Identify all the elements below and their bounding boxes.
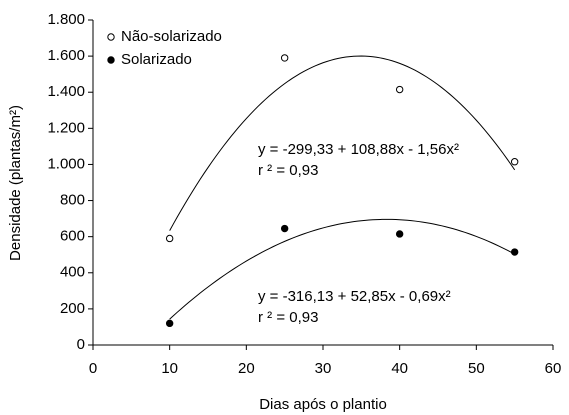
legend-marker (107, 56, 115, 64)
x-tick-label: 30 (315, 360, 332, 377)
data-point (395, 85, 404, 94)
data-point (280, 224, 289, 233)
x-axis-label: Dias após o plantio (259, 396, 387, 413)
fit-r2: r ² = 0,93 (258, 162, 318, 179)
fit-r2: r ² = 0,93 (258, 309, 318, 326)
y-tick-label: 200 (60, 300, 85, 317)
y-axis-label: Densidade (plantas/m²) (7, 105, 24, 261)
data-point (510, 158, 519, 166)
y-tick-label: 1.400 (47, 83, 85, 100)
data-point (165, 319, 174, 328)
data-point (165, 234, 174, 243)
legend-label: Solarizado (121, 51, 192, 68)
fit-equation: y = -316,13 + 52,85x - 0,69x² (258, 288, 451, 305)
data-point (395, 230, 404, 238)
y-tick-label: 1.000 (47, 155, 85, 172)
legend-marker (107, 33, 115, 41)
x-tick-label: 0 (89, 360, 97, 377)
x-tick-label: 60 (545, 360, 562, 377)
legend-label: Não-solarizado (121, 28, 222, 45)
y-tick-label: 400 (60, 264, 85, 281)
y-tick-label: 0 (77, 336, 85, 353)
x-tick-label: 50 (468, 360, 485, 377)
x-tick-label: 40 (391, 360, 408, 377)
y-tick-label: 1.600 (47, 47, 85, 64)
y-tick-label: 800 (60, 192, 85, 209)
y-tick-label: 1.200 (47, 119, 85, 136)
fit-equation: y = -299,33 + 108,88x - 1,56x² (258, 141, 459, 158)
data-point (280, 54, 289, 62)
x-tick-label: 10 (161, 360, 178, 377)
y-tick-label: 1.800 (47, 11, 85, 28)
y-tick-label: 600 (60, 228, 85, 245)
data-point (510, 248, 519, 256)
x-tick-label: 20 (238, 360, 255, 377)
fit-curve (169, 218, 515, 320)
fit-curve (169, 55, 516, 231)
